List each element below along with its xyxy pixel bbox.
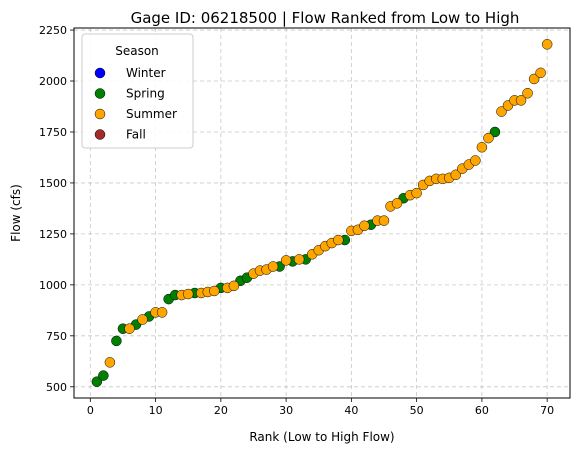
summer-point <box>293 254 305 265</box>
x-tick-label: 70 <box>540 404 554 417</box>
y-tick-label: 2000 <box>39 75 67 88</box>
legend-label-summer: Summer <box>126 107 177 121</box>
spring-point <box>98 370 109 381</box>
summer-point <box>209 285 220 297</box>
spring-point <box>91 376 103 387</box>
x-tick-label: 60 <box>475 404 489 417</box>
summer-point <box>450 169 462 181</box>
y-tick-label: 750 <box>46 330 67 343</box>
summer-point <box>156 307 168 318</box>
y-tick-label: 1500 <box>39 177 67 190</box>
legend-marker-summer <box>94 108 106 120</box>
summer-point <box>515 95 527 106</box>
x-tick-label: 0 <box>87 404 94 417</box>
summer-point <box>496 106 507 117</box>
y-tick-label: 2250 <box>39 24 67 37</box>
summer-point <box>333 234 344 246</box>
chart-title: Gage ID: 06218500 | Flow Ranked from Low… <box>131 9 520 27</box>
x-tick-label: 50 <box>410 404 424 417</box>
summer-point <box>124 323 135 334</box>
y-tick-label: 1000 <box>39 279 67 292</box>
x-tick-label: 10 <box>149 404 163 417</box>
y-tick-label: 1750 <box>39 126 67 139</box>
summer-point <box>522 87 533 99</box>
legend-marker-fall <box>94 129 106 140</box>
summer-point <box>104 357 116 368</box>
plot-frame <box>73 27 571 399</box>
legend-marker-winter <box>94 67 106 79</box>
summer-point <box>483 132 494 144</box>
summer-point <box>228 280 240 292</box>
x-axis-label: Rank (Low to High Flow) <box>249 430 394 444</box>
x-tick-label: 30 <box>279 404 293 417</box>
data-points <box>91 39 553 387</box>
legend-label-spring: Spring <box>126 87 165 101</box>
spring-point <box>111 335 122 347</box>
summer-point <box>411 187 422 199</box>
axis-ticks: 0 10 20 30 40 50 60 70 500 750 1000 1250 1500 1750 200… <box>39 24 554 417</box>
legend: Season Winter Spring Summer Fall <box>81 33 194 149</box>
summer-point <box>476 142 488 153</box>
summer-point <box>137 314 148 325</box>
y-axis-label: Flow (cfs) <box>9 184 23 242</box>
x-tick-label: 40 <box>344 404 358 417</box>
summer-point <box>280 255 292 266</box>
legend-marker-spring <box>94 88 106 99</box>
summer-point <box>359 220 370 231</box>
legend-label-winter: Winter <box>126 66 166 80</box>
summer-point <box>535 67 546 79</box>
summer-point <box>391 198 403 209</box>
legend-box <box>81 33 194 149</box>
y-tick-label: 1250 <box>39 228 67 241</box>
legend-label-fall: Fall <box>126 128 146 142</box>
legend-title: Season <box>115 44 159 58</box>
grid <box>74 28 570 398</box>
x-tick-label: 20 <box>214 404 228 417</box>
summer-point <box>470 155 481 166</box>
summer-point <box>528 73 540 85</box>
summer-point <box>378 215 390 226</box>
spring-point <box>489 126 501 138</box>
summer-point <box>541 39 553 50</box>
summer-point <box>267 261 279 272</box>
summer-point <box>182 288 194 300</box>
y-tick-label: 500 <box>46 381 67 394</box>
